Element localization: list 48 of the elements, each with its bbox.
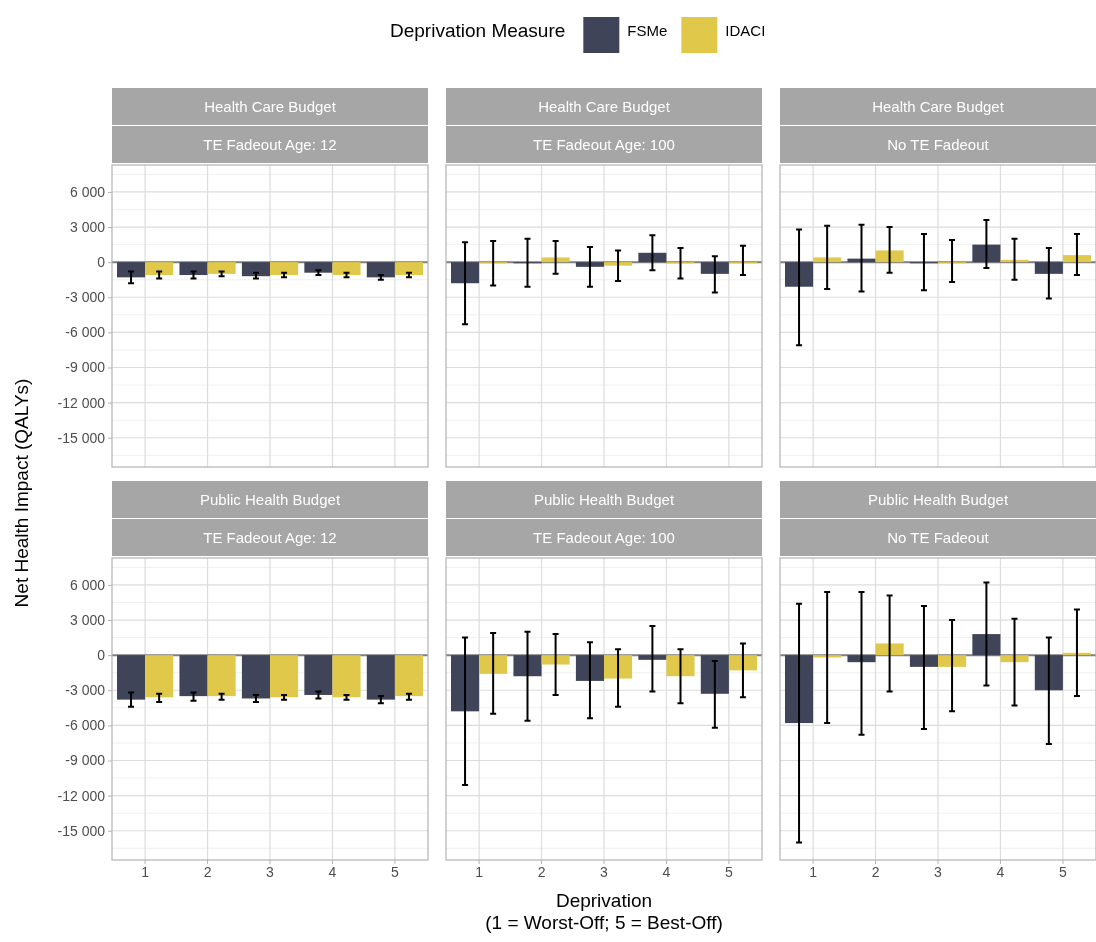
legend-label: IDACI	[725, 22, 766, 39]
x-tick-label: 3	[266, 863, 275, 880]
legend-label: FSMe	[627, 22, 668, 39]
x-tick-label: 2	[203, 863, 212, 880]
legend-title: Deprivation Measure	[390, 20, 566, 41]
y-tick-label: 6 000	[69, 576, 106, 593]
y-tick-label: -12 000	[57, 787, 106, 804]
y-tick-label: -9 000	[65, 359, 106, 376]
chart-title: Health Care Budget	[872, 97, 1005, 115]
chart-title: Public Health Budget	[199, 490, 341, 508]
y-axis-title: Net Health Impact (QALYs)	[11, 378, 32, 608]
x-tick-label: 5	[725, 863, 733, 880]
x-tick-label: 4	[662, 863, 671, 880]
y-tick-label: -3 000	[65, 682, 106, 699]
x-tick-label: 1	[141, 863, 150, 880]
chart-subtitle: No TE Fadeout	[887, 135, 990, 153]
x-tick-label: 2	[871, 863, 880, 880]
x-axis-title: Deprivation (1 = Worst-Off; 5 = Best-Off)	[485, 890, 723, 933]
x-tick-label: 4	[996, 863, 1005, 880]
y-tick-label: -3 000	[65, 289, 106, 306]
y-tick-label: -15 000	[57, 822, 106, 839]
y-tick-label: 6 000	[69, 183, 106, 200]
chart-subtitle: TE Fadeout Age: 12	[203, 135, 337, 153]
y-tick-label: -6 000	[65, 717, 106, 734]
y-tick-label: -9 000	[65, 752, 106, 769]
x-tick-label: 5	[391, 863, 399, 880]
y-tick-label: -6 000	[65, 324, 106, 341]
x-tick-label: 1	[475, 863, 484, 880]
x-tick-label: 2	[537, 863, 546, 880]
chart-title: Health Care Budget	[204, 97, 337, 115]
chart-subtitle: TE Fadeout Age: 100	[533, 135, 675, 153]
y-tick-label: 3 000	[69, 219, 106, 236]
chart-subtitle: TE Fadeout Age: 12	[203, 528, 337, 546]
y-tick-label: 0	[97, 254, 106, 271]
chart-subtitle: TE Fadeout Age: 100	[533, 528, 675, 546]
x-tick-label: 1	[809, 863, 818, 880]
y-tick-label: 3 000	[69, 612, 106, 629]
x-tick-label: 3	[934, 863, 943, 880]
y-tick-label: -12 000	[57, 394, 106, 411]
x-tick-label: 5	[1059, 863, 1067, 880]
chart-subtitle: No TE Fadeout	[887, 528, 990, 546]
chart-title: Health Care Budget	[538, 97, 671, 115]
y-tick-label: 0	[97, 647, 106, 664]
x-tick-label: 3	[600, 863, 609, 880]
chart-title: Public Health Budget	[867, 490, 1009, 508]
x-tick-label: 4	[328, 863, 337, 880]
y-tick-label: -15 000	[57, 429, 106, 446]
chart-title: Public Health Budget	[533, 490, 675, 508]
